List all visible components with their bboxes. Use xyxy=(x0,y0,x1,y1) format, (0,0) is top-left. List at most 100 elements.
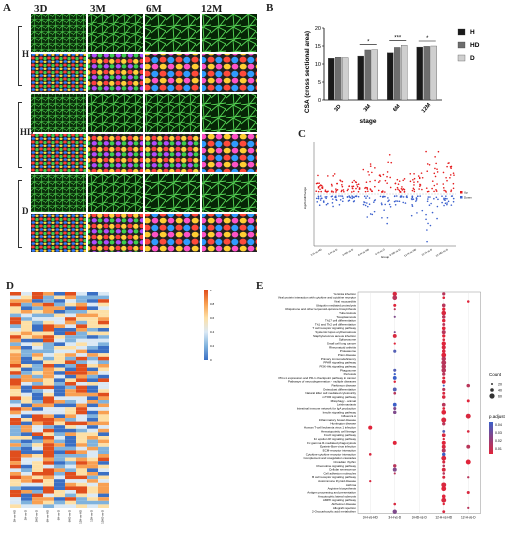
d-heat-cell xyxy=(76,360,87,364)
d-heat-cell xyxy=(32,349,43,354)
c-point-up xyxy=(336,182,339,185)
b-bar xyxy=(423,46,430,101)
d-heat-cell xyxy=(32,403,43,408)
d-heat-cell xyxy=(10,335,21,339)
e-dot xyxy=(441,364,447,369)
d-heat-cell xyxy=(87,461,98,465)
c-point-up xyxy=(341,189,343,192)
d-heat-cell xyxy=(98,302,109,307)
e-term-label: Tuberculosis xyxy=(339,311,356,315)
c-point-down xyxy=(429,196,431,198)
e-dot xyxy=(441,455,447,461)
c-point-down xyxy=(395,200,397,202)
c-point-up xyxy=(398,180,401,182)
c-point-up xyxy=(413,181,415,183)
e-dot xyxy=(441,341,446,346)
d-heat-cell xyxy=(65,382,76,386)
d-heat-cell xyxy=(87,439,98,444)
c-point-up xyxy=(413,172,415,175)
d-heat-cell xyxy=(10,346,21,350)
d-heat-cell xyxy=(98,500,109,505)
c-point-down xyxy=(387,200,389,203)
d-heat-cell xyxy=(65,486,76,490)
c-point-down xyxy=(383,209,385,211)
c-point-down xyxy=(437,198,439,201)
d-heat-cell xyxy=(65,367,76,372)
e-term-label: Ubiquinone and other terpenoid-quinone b… xyxy=(285,307,357,311)
d-heat-cell xyxy=(43,331,54,336)
c-point-up xyxy=(386,175,388,178)
d-heat-cell xyxy=(21,446,32,451)
panel-a-column-headers: 3D 3M 6M 12M xyxy=(28,3,258,15)
d-heat-cell xyxy=(76,436,87,440)
d-heat-cell xyxy=(10,500,21,505)
d-heat-cell xyxy=(87,295,98,300)
c-point-down xyxy=(369,213,372,215)
d-heat-cell xyxy=(65,425,76,429)
c-point-up xyxy=(374,185,376,188)
d-heat-cell xyxy=(76,389,87,393)
d-heat-cell xyxy=(43,346,54,350)
d-heat-cell xyxy=(32,457,43,462)
c-point-up xyxy=(434,167,436,170)
e-dot xyxy=(442,338,446,342)
d-heat-cell xyxy=(98,418,109,422)
d-heat-cell xyxy=(54,464,65,469)
d-heat-cell xyxy=(54,468,65,472)
d-heat-cell xyxy=(98,364,109,368)
c-point-down xyxy=(421,209,424,212)
c-point-down xyxy=(364,201,366,204)
b-bar xyxy=(371,49,378,101)
d-heat-cell xyxy=(54,356,65,361)
d-heat-cell xyxy=(76,342,87,346)
d-heat-cell xyxy=(87,436,98,440)
d-heat-cell xyxy=(87,443,98,447)
e-dot xyxy=(442,292,446,296)
c-point-up xyxy=(364,190,367,193)
d-heat-cell xyxy=(43,324,54,328)
d-heat-cell xyxy=(98,310,109,314)
d-heat-cell xyxy=(21,482,32,487)
d-heat-cell xyxy=(87,338,98,343)
d-heat-cell xyxy=(10,493,21,498)
c-category-label: 6-H-vs-D xyxy=(375,247,386,256)
d-heat-cell xyxy=(10,349,21,354)
c-point-down xyxy=(366,195,369,197)
c-point-down xyxy=(436,205,439,208)
d-heat-cell xyxy=(65,389,76,393)
b-legend-label: HD xyxy=(470,42,480,49)
d-heat-cell xyxy=(87,493,98,498)
d-heat-cell xyxy=(76,421,87,426)
c-point-down xyxy=(436,217,438,220)
e-dot xyxy=(441,410,447,415)
d-heat-cell xyxy=(43,425,54,429)
c-point-up xyxy=(330,183,333,186)
e-dot xyxy=(393,349,397,353)
d-heat-cell xyxy=(76,475,87,480)
d-heat-cell xyxy=(98,367,109,372)
d-heat-cell xyxy=(87,382,98,386)
e-dot xyxy=(442,510,446,514)
d-heat-cell xyxy=(21,353,32,357)
d-heat-cell xyxy=(54,313,65,318)
d-heat-cell xyxy=(87,292,98,296)
e-term-label: Mitophagy - animal xyxy=(331,399,357,403)
d-heat-cell xyxy=(65,338,76,343)
c-point-down xyxy=(398,200,401,203)
c-point-up xyxy=(442,183,445,185)
c-point-down xyxy=(396,200,399,202)
d-heat-cell xyxy=(43,313,54,318)
e-term-label: Cellular senescence xyxy=(329,468,356,472)
d-heat-cell xyxy=(98,446,109,451)
d-heat-cell xyxy=(76,306,87,310)
d-heat-cell xyxy=(21,493,32,498)
d-heat-cell xyxy=(76,461,87,465)
c-legend-up-label: Up xyxy=(464,191,468,195)
c-point-down xyxy=(416,212,418,214)
c-point-up xyxy=(365,181,368,184)
d-heat-cell xyxy=(54,292,65,296)
c-point-down xyxy=(380,202,383,204)
d-heat-cell xyxy=(98,374,109,379)
d-heat-cell xyxy=(98,468,109,472)
